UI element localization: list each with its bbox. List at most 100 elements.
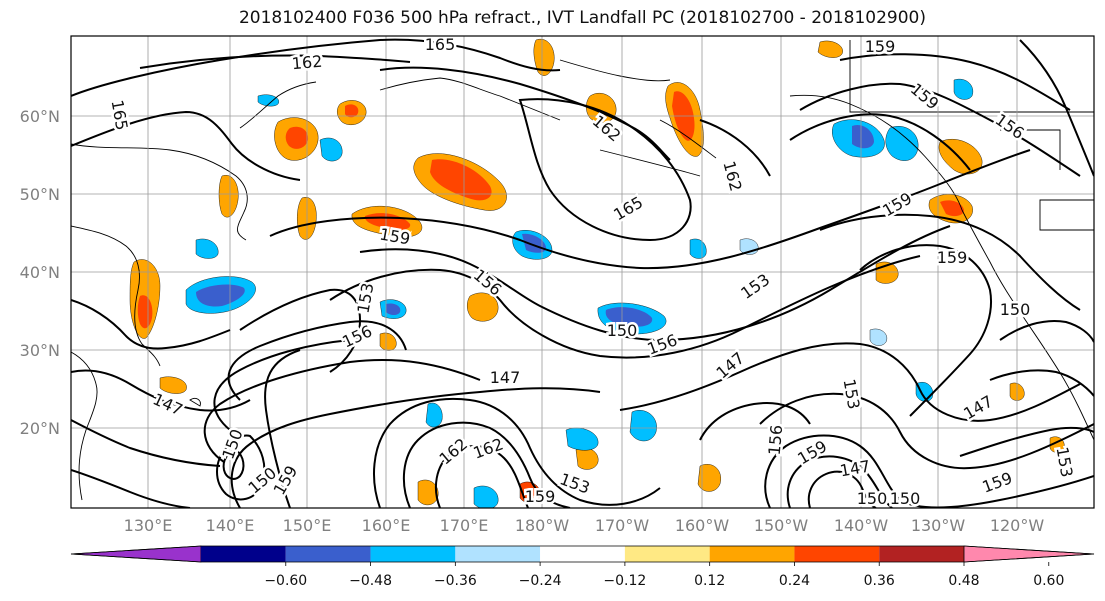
lat-tick-label: 50°N	[20, 185, 60, 204]
map-frame	[70, 35, 1095, 509]
shade-positive	[379, 332, 397, 351]
shade-positive	[137, 295, 153, 329]
colorbar-tick-label: −0.60	[264, 573, 307, 589]
colorbar-segment	[540, 546, 625, 562]
colorbar-tick-label: 0.24	[779, 573, 810, 589]
contour-line	[71, 299, 231, 350]
map-title: 2018102400 F036 500 hPa refract., IVT La…	[238, 8, 926, 28]
shade-positive	[817, 40, 843, 58]
longitude-labels: 130°E 140°E 150°E 160°E 170°E 180°W 170°W 160°W…	[124, 516, 1045, 535]
contour-line	[373, 397, 661, 508]
lon-tick-label: 160°E	[362, 516, 411, 535]
shade-negative	[386, 303, 401, 315]
contour-line	[799, 82, 1081, 177]
colorbar-segment	[879, 546, 964, 562]
contour-line	[269, 149, 1031, 270]
shade-negative	[953, 78, 974, 100]
colorbar: −0.60 −0.48 −0.36 −0.24 −0.12 0.12 0.24 0.36 0.4…	[70, 545, 1095, 589]
shade-positive	[417, 479, 439, 506]
lon-tick-label: 140°E	[206, 516, 255, 535]
contour-line	[807, 470, 877, 508]
contour-line	[402, 421, 571, 508]
shade-positive	[940, 200, 964, 217]
contour-label-halo: 159	[937, 248, 968, 267]
shade-negative	[852, 124, 874, 149]
lon-tick-label: 150°W	[754, 516, 809, 535]
colorbar-segment	[370, 546, 456, 562]
contour-line	[959, 426, 1094, 457]
contour-label-halo: 150	[607, 321, 638, 340]
contour-line	[230, 387, 601, 508]
colorbar-tick-label: 0.12	[694, 573, 725, 589]
colorbar-tick-label: −0.48	[349, 573, 392, 589]
contour-line	[789, 113, 971, 171]
contour-line	[619, 342, 1081, 422]
contour-label-halo: 150	[1000, 300, 1031, 319]
shade-positive	[697, 464, 721, 492]
colorbar-segment	[624, 546, 710, 562]
contour-line	[216, 434, 266, 501]
contour-label: 147	[490, 368, 521, 387]
lon-tick-label: 140°W	[834, 516, 889, 535]
lon-tick-label: 130°W	[911, 516, 966, 535]
contour-label: 159	[525, 487, 556, 506]
shade-negative	[319, 137, 343, 162]
contour-line	[227, 320, 407, 401]
shade-negative	[869, 328, 888, 346]
colorbar-segment	[709, 546, 795, 562]
colorbar-segment	[285, 546, 371, 562]
shade-negative	[885, 126, 919, 161]
contour-line	[786, 455, 893, 508]
contour-line	[71, 469, 191, 508]
contour-line	[434, 445, 529, 508]
contour-line	[839, 53, 1071, 111]
contour-line	[819, 213, 1081, 311]
contour-line	[699, 402, 811, 441]
contour-label: 159	[865, 37, 896, 56]
shade-negative	[473, 485, 499, 508]
colorbar-segment	[455, 546, 541, 562]
colorbar-extend-high	[963, 545, 1095, 563]
contour-label-halo: 159	[525, 487, 556, 506]
colorbar-tick-label: −0.36	[434, 573, 477, 589]
shade-positive	[159, 376, 187, 394]
colorbar-segment	[794, 546, 880, 562]
lon-tick-label: 180°W	[515, 516, 570, 535]
contour-line	[239, 288, 362, 373]
lon-tick-label: 130°E	[124, 516, 173, 535]
contour-line	[989, 369, 1094, 397]
contour-line	[699, 119, 771, 177]
colorbar-extend-low	[70, 545, 202, 563]
colorbar-tick-label: 0.60	[1033, 573, 1064, 589]
contour-line	[71, 110, 301, 181]
contour-line	[379, 66, 671, 161]
colorbar-tick-label: 0.48	[948, 573, 979, 589]
lat-tick-label: 20°N	[20, 419, 60, 438]
lat-tick-label: 60°N	[20, 107, 60, 126]
contour-line	[71, 369, 251, 412]
lat-tick-label: 30°N	[20, 341, 60, 360]
colorbar-segment	[201, 546, 286, 562]
coastlines	[71, 40, 1094, 501]
contour-label: 150	[607, 321, 638, 340]
shade-positive	[430, 159, 492, 201]
shade-positive	[467, 292, 499, 322]
shade-negative	[257, 94, 279, 107]
contour-label: 156	[765, 424, 787, 456]
contour-label: 159	[937, 248, 968, 267]
contour-line	[764, 434, 1094, 508]
colorbar-tick-label: 0.36	[864, 573, 895, 589]
contour-line	[264, 349, 301, 508]
latitude-labels: 60°N 50°N 40°N 30°N 20°N	[20, 107, 60, 438]
contour-line	[329, 255, 921, 359]
contour-line	[222, 448, 245, 480]
contour-label: 150	[1000, 300, 1031, 319]
shade-negative	[629, 410, 657, 442]
contour-label-halo: 159	[865, 37, 896, 56]
shade-negative	[195, 238, 219, 259]
contour-label-halo: 150	[857, 489, 888, 508]
lon-tick-label: 150°E	[283, 516, 332, 535]
lon-tick-label: 160°W	[675, 516, 730, 535]
shade-negative	[605, 307, 653, 327]
